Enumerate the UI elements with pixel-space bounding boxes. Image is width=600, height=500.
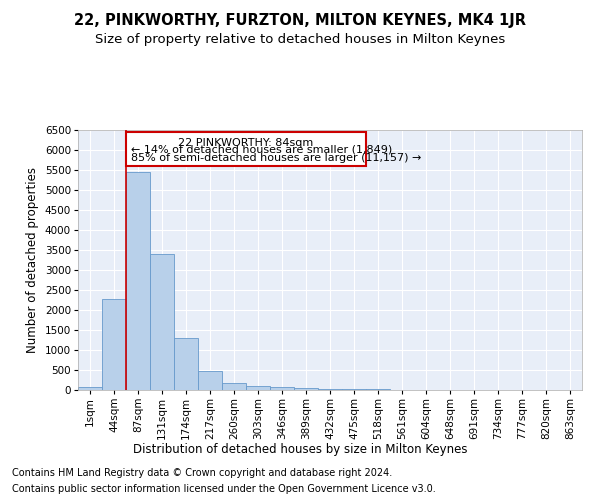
Bar	[270, 387, 294, 390]
Text: Distribution of detached houses by size in Milton Keynes: Distribution of detached houses by size …	[133, 442, 467, 456]
Bar	[126, 132, 366, 166]
Bar	[246, 386, 270, 390]
Bar	[174, 338, 198, 390]
Text: 22 PINKWORTHY: 84sqm: 22 PINKWORTHY: 84sqm	[178, 138, 314, 148]
Text: Size of property relative to detached houses in Milton Keynes: Size of property relative to detached ho…	[95, 32, 505, 46]
Bar	[318, 388, 342, 390]
Bar	[198, 371, 222, 390]
Text: ← 14% of detached houses are smaller (1,849): ← 14% of detached houses are smaller (1,…	[131, 145, 392, 155]
Text: Contains public sector information licensed under the Open Government Licence v3: Contains public sector information licen…	[12, 484, 436, 494]
Y-axis label: Number of detached properties: Number of detached properties	[26, 167, 39, 353]
Bar	[78, 387, 102, 390]
Bar	[126, 172, 150, 390]
Bar	[294, 388, 318, 390]
Bar	[102, 299, 126, 390]
Text: 22, PINKWORTHY, FURZTON, MILTON KEYNES, MK4 1JR: 22, PINKWORTHY, FURZTON, MILTON KEYNES, …	[74, 12, 526, 28]
Bar	[150, 254, 174, 390]
Text: Contains HM Land Registry data © Crown copyright and database right 2024.: Contains HM Land Registry data © Crown c…	[12, 468, 392, 477]
Text: 85% of semi-detached houses are larger (11,157) →: 85% of semi-detached houses are larger (…	[131, 153, 421, 163]
Bar	[342, 389, 366, 390]
Bar	[222, 383, 246, 390]
